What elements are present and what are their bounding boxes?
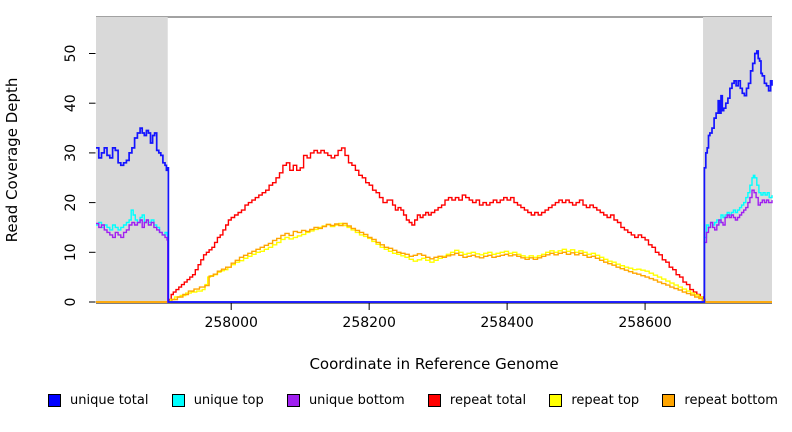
unique-total-swatch-icon <box>48 394 61 407</box>
legend-item-repeat-total: repeat total <box>427 393 527 408</box>
legend-item-unique-total: unique total <box>48 393 148 408</box>
x-tick-label: 258200 <box>342 315 395 331</box>
legend-item-repeat-bottom: repeat bottom <box>662 393 778 408</box>
repeat-bottom-swatch-icon <box>662 394 676 407</box>
unique-bottom-swatch-icon <box>286 394 300 407</box>
y-tick-label: 30 <box>63 144 79 162</box>
y-tick-label: 10 <box>63 243 79 261</box>
legend-label: repeat top <box>571 393 640 408</box>
legend-label: repeat total <box>449 393 527 408</box>
legend-label: unique top <box>193 393 264 408</box>
axes: 258000 258200 258400 258600 0 10 20 30 40 50 <box>63 45 672 331</box>
y-tick-label: 0 <box>63 298 79 307</box>
x-axis-title: Coordinate in Reference Genome <box>309 355 558 373</box>
series-line-repeat-total <box>96 147 772 303</box>
series-line-repeat-top <box>96 222 772 303</box>
x-tick-label: 258600 <box>618 315 671 331</box>
series-line-unique-total <box>96 50 773 303</box>
shaded-regions <box>96 17 772 303</box>
legend-label: repeat bottom <box>684 393 778 408</box>
plot-frame <box>96 16 772 304</box>
coverage-plot: 258000 258200 258400 258600 0 10 20 30 40 50 Coor… <box>3 16 773 373</box>
legend-item-unique-bottom: unique bottom <box>286 393 405 408</box>
legend-label: unique bottom <box>308 393 405 408</box>
legend: unique total unique top unique bottom re… <box>48 393 778 408</box>
series-line-repeat-bottom <box>96 222 772 303</box>
shaded-flank-region-right <box>703 17 772 303</box>
x-tick-label: 258400 <box>480 315 533 331</box>
legend-label: unique total <box>70 393 149 408</box>
y-tick-label: 50 <box>63 45 79 63</box>
unique-top-swatch-icon <box>171 394 185 407</box>
legend-item-unique-top: unique top <box>171 393 264 408</box>
series-line-unique-top <box>96 174 773 303</box>
legend-item-repeat-top: repeat top <box>549 393 639 408</box>
y-axis-title: Read Coverage Depth <box>3 78 21 243</box>
repeat-total-swatch-icon <box>427 394 441 407</box>
x-tick-label: 258000 <box>204 315 257 331</box>
shaded-flank-region-left <box>96 17 168 303</box>
y-tick-label: 20 <box>63 194 79 212</box>
series-curves <box>96 50 773 303</box>
series-line-unique-bottom <box>96 189 773 303</box>
y-tick-label: 40 <box>63 94 79 112</box>
repeat-top-swatch-icon <box>549 394 563 407</box>
